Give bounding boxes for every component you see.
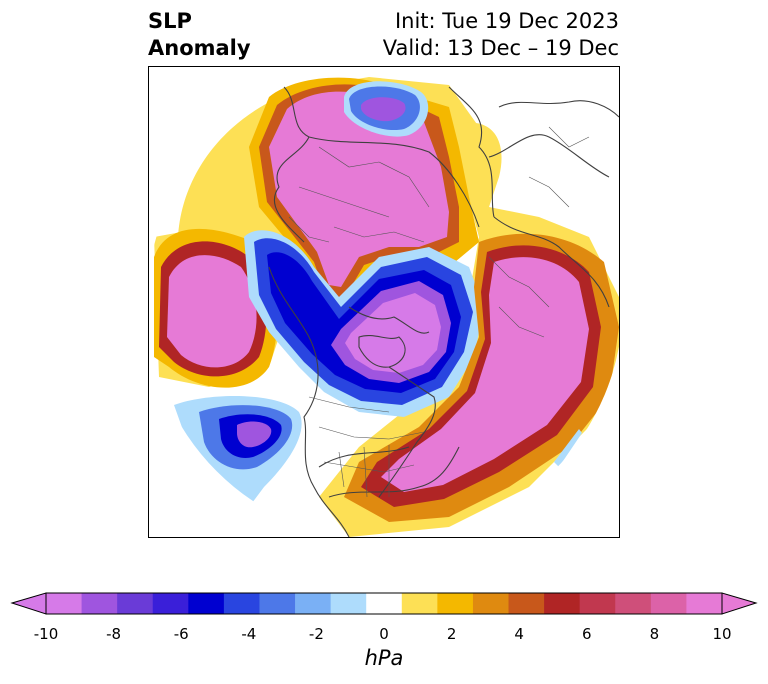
map-title: SLP Anomaly [148, 8, 251, 62]
title-line-2: Anomaly [148, 36, 251, 60]
colorbar-cell [650, 593, 687, 614]
colorbar-cell [615, 593, 652, 614]
colorbar-tick-label: -10 [33, 625, 59, 643]
colorbar-tick-label: 4 [514, 625, 524, 643]
map-subtitle: Init: Tue 19 Dec 2023 Valid: 13 Dec – 19… [383, 8, 619, 62]
coastlines [268, 86, 619, 537]
colorbar-tick-label: 2 [446, 625, 457, 643]
political-borders [288, 126, 590, 498]
bering-high-core [167, 255, 257, 368]
colorbar-cell [544, 593, 581, 614]
colorbar-cell [579, 593, 616, 614]
colorbar-cell [437, 593, 474, 614]
arctic-low-inner [345, 293, 441, 373]
colorbar-cell [46, 593, 83, 614]
colorbar-cell [117, 593, 154, 614]
colorbar-cell [686, 593, 723, 614]
colorbar-cells [46, 593, 723, 614]
colorbar-cell [472, 593, 510, 614]
colorbar-cell [366, 593, 403, 614]
colorbar-cell [401, 593, 438, 614]
title-line-1: SLP [148, 9, 192, 33]
anomaly-field [154, 77, 619, 537]
colorbar-tick-label: 8 [649, 625, 660, 643]
colorbar-unit-label: hPa [364, 646, 404, 670]
colorbar-tick-label: 0 [379, 625, 389, 643]
colorbar-tick-label: -2 [308, 625, 324, 643]
colorbar-cell [223, 593, 260, 614]
colorbar-cell [330, 593, 367, 614]
valid-period-label: Valid: 13 Dec – 19 Dec [382, 36, 619, 60]
colorbar-tick-label: -6 [173, 625, 189, 643]
colorbar-cell [188, 593, 225, 614]
colorbar [10, 592, 758, 615]
colorbar-cell [152, 593, 189, 614]
east-small-low [554, 429, 582, 467]
colorbar-lower-extend [10, 592, 47, 615]
colorbar-upper-extend [721, 592, 758, 615]
colorbar-tick-label: -8 [106, 625, 122, 643]
colorbar-tick-label: 10 [712, 625, 732, 643]
anomaly-map-svg [154, 77, 619, 537]
anomaly-map [148, 66, 620, 538]
atlantic-high-core [381, 257, 589, 492]
pacific-low-core [237, 421, 272, 448]
colorbar-cell [508, 593, 545, 614]
colorbar-cell [295, 593, 332, 614]
siberian-low-core [361, 97, 406, 122]
colorbar-tick-label: -4 [241, 625, 257, 643]
colorbar-tick-label: 6 [582, 625, 592, 643]
colorbar-cell [259, 593, 296, 614]
colorbar-cell [81, 593, 118, 614]
init-time-label: Init: Tue 19 Dec 2023 [394, 9, 619, 33]
colorbar-frame [45, 592, 723, 615]
